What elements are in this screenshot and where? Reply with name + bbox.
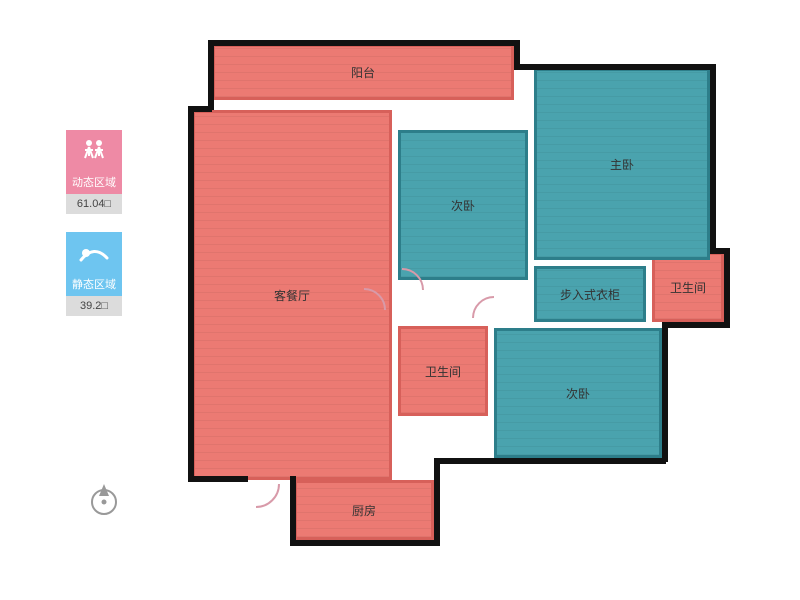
- legend-dynamic-title: 动态区域: [66, 172, 122, 194]
- wall-right-step2: [662, 322, 730, 328]
- room-bath1: 卫生间: [398, 326, 488, 416]
- room-sec_bed_1: 次卧: [398, 130, 528, 280]
- legend-panel: 动态区域 61.04□ 静态区域 39.2□: [60, 130, 128, 334]
- room-label: 次卧: [566, 385, 590, 402]
- wall-right-lower: [662, 322, 668, 462]
- wall-right-upper: [710, 64, 716, 250]
- room-master: 主卧: [534, 68, 710, 260]
- room-label: 阳台: [351, 64, 375, 81]
- compass-icon: [84, 480, 124, 525]
- wall-bottom-right: [434, 458, 666, 464]
- legend-static-value: 39.2□: [66, 296, 122, 316]
- room-living: 客餐厅: [192, 110, 392, 480]
- room-label: 厨房: [352, 502, 376, 519]
- room-kitchen: 厨房: [294, 480, 434, 540]
- sleep-icon: [66, 232, 122, 274]
- wall-bottom-kitchen: [290, 540, 440, 546]
- legend-dynamic: 动态区域 61.04□: [60, 130, 128, 214]
- room-closet: 步入式衣柜: [534, 266, 646, 322]
- room-label: 步入式衣柜: [560, 286, 620, 303]
- wall-bottom-left: [188, 476, 248, 482]
- room-label: 卫生间: [670, 279, 706, 296]
- legend-static: 静态区域 39.2□: [60, 232, 128, 316]
- legend-static-title: 静态区域: [66, 274, 122, 296]
- wall-top-step: [514, 40, 520, 66]
- room-bath2: 卫生间: [652, 252, 724, 322]
- wall-step-kitchen-r: [434, 458, 440, 544]
- room-balcony: 阳台: [212, 44, 514, 100]
- room-label: 次卧: [451, 197, 475, 214]
- wall-right-mid: [724, 248, 730, 326]
- legend-dynamic-value: 61.04□: [66, 194, 122, 214]
- wall-balcony-left: [208, 40, 214, 110]
- wall-top-left: [208, 40, 518, 46]
- room-label: 客餐厅: [274, 287, 310, 304]
- room-label: 主卧: [610, 156, 634, 173]
- room-sec_bed_2: 次卧: [494, 328, 662, 458]
- floor-plan: 厨房次卧卫生间卫生间步入式衣柜主卧次卧客餐厅阳台: [180, 30, 740, 550]
- people-icon: [66, 130, 122, 172]
- wall-kitchen-left: [290, 476, 296, 544]
- wall-top-right: [514, 64, 716, 70]
- wall-left: [188, 106, 194, 480]
- room-label: 卫生间: [425, 363, 461, 380]
